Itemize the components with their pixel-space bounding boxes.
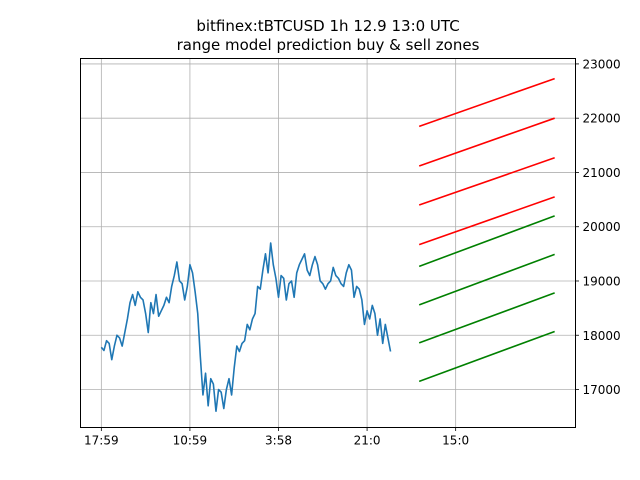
y-tick-label: 23000 <box>583 57 621 71</box>
sell-zone-line <box>418 196 555 246</box>
sell-zone-line <box>418 77 555 128</box>
y-axis: 17000 18000 19000 20000 21000 22000 23000 <box>575 57 621 397</box>
y-tick-label: 18000 <box>583 329 621 343</box>
chart-subtitle: range model prediction buy & sell zones <box>177 36 480 54</box>
y-tick-label: 19000 <box>583 274 621 288</box>
buy-zone-line <box>418 292 555 344</box>
chart-title: bitfinex:tBTCUSD 1h 12.9 13:0 UTC <box>196 17 459 35</box>
plot-frame <box>80 58 576 428</box>
buy-zone-line <box>418 330 555 383</box>
sell-zone-line <box>418 117 555 167</box>
x-tick-label: 15:0 <box>442 434 469 448</box>
x-tick-label: 3:58 <box>265 434 292 448</box>
zone-lines <box>418 77 555 383</box>
y-tick-label: 17000 <box>583 383 621 397</box>
y-tick-label: 21000 <box>583 166 621 180</box>
x-tick-label: 21:0 <box>354 434 381 448</box>
price-line <box>100 242 392 413</box>
y-tick-label: 22000 <box>583 112 621 126</box>
x-axis: 17:59 10:59 3:58 21:0 15:0 <box>84 427 469 448</box>
buy-zone-line <box>418 215 555 268</box>
buy-zone-line <box>418 253 555 306</box>
x-tick-label: 17:59 <box>84 434 119 448</box>
y-tick-label: 20000 <box>583 220 621 234</box>
price-series <box>100 242 392 413</box>
grid <box>80 58 576 428</box>
sell-zone-line <box>418 157 555 206</box>
x-tick-label: 10:59 <box>173 434 208 448</box>
